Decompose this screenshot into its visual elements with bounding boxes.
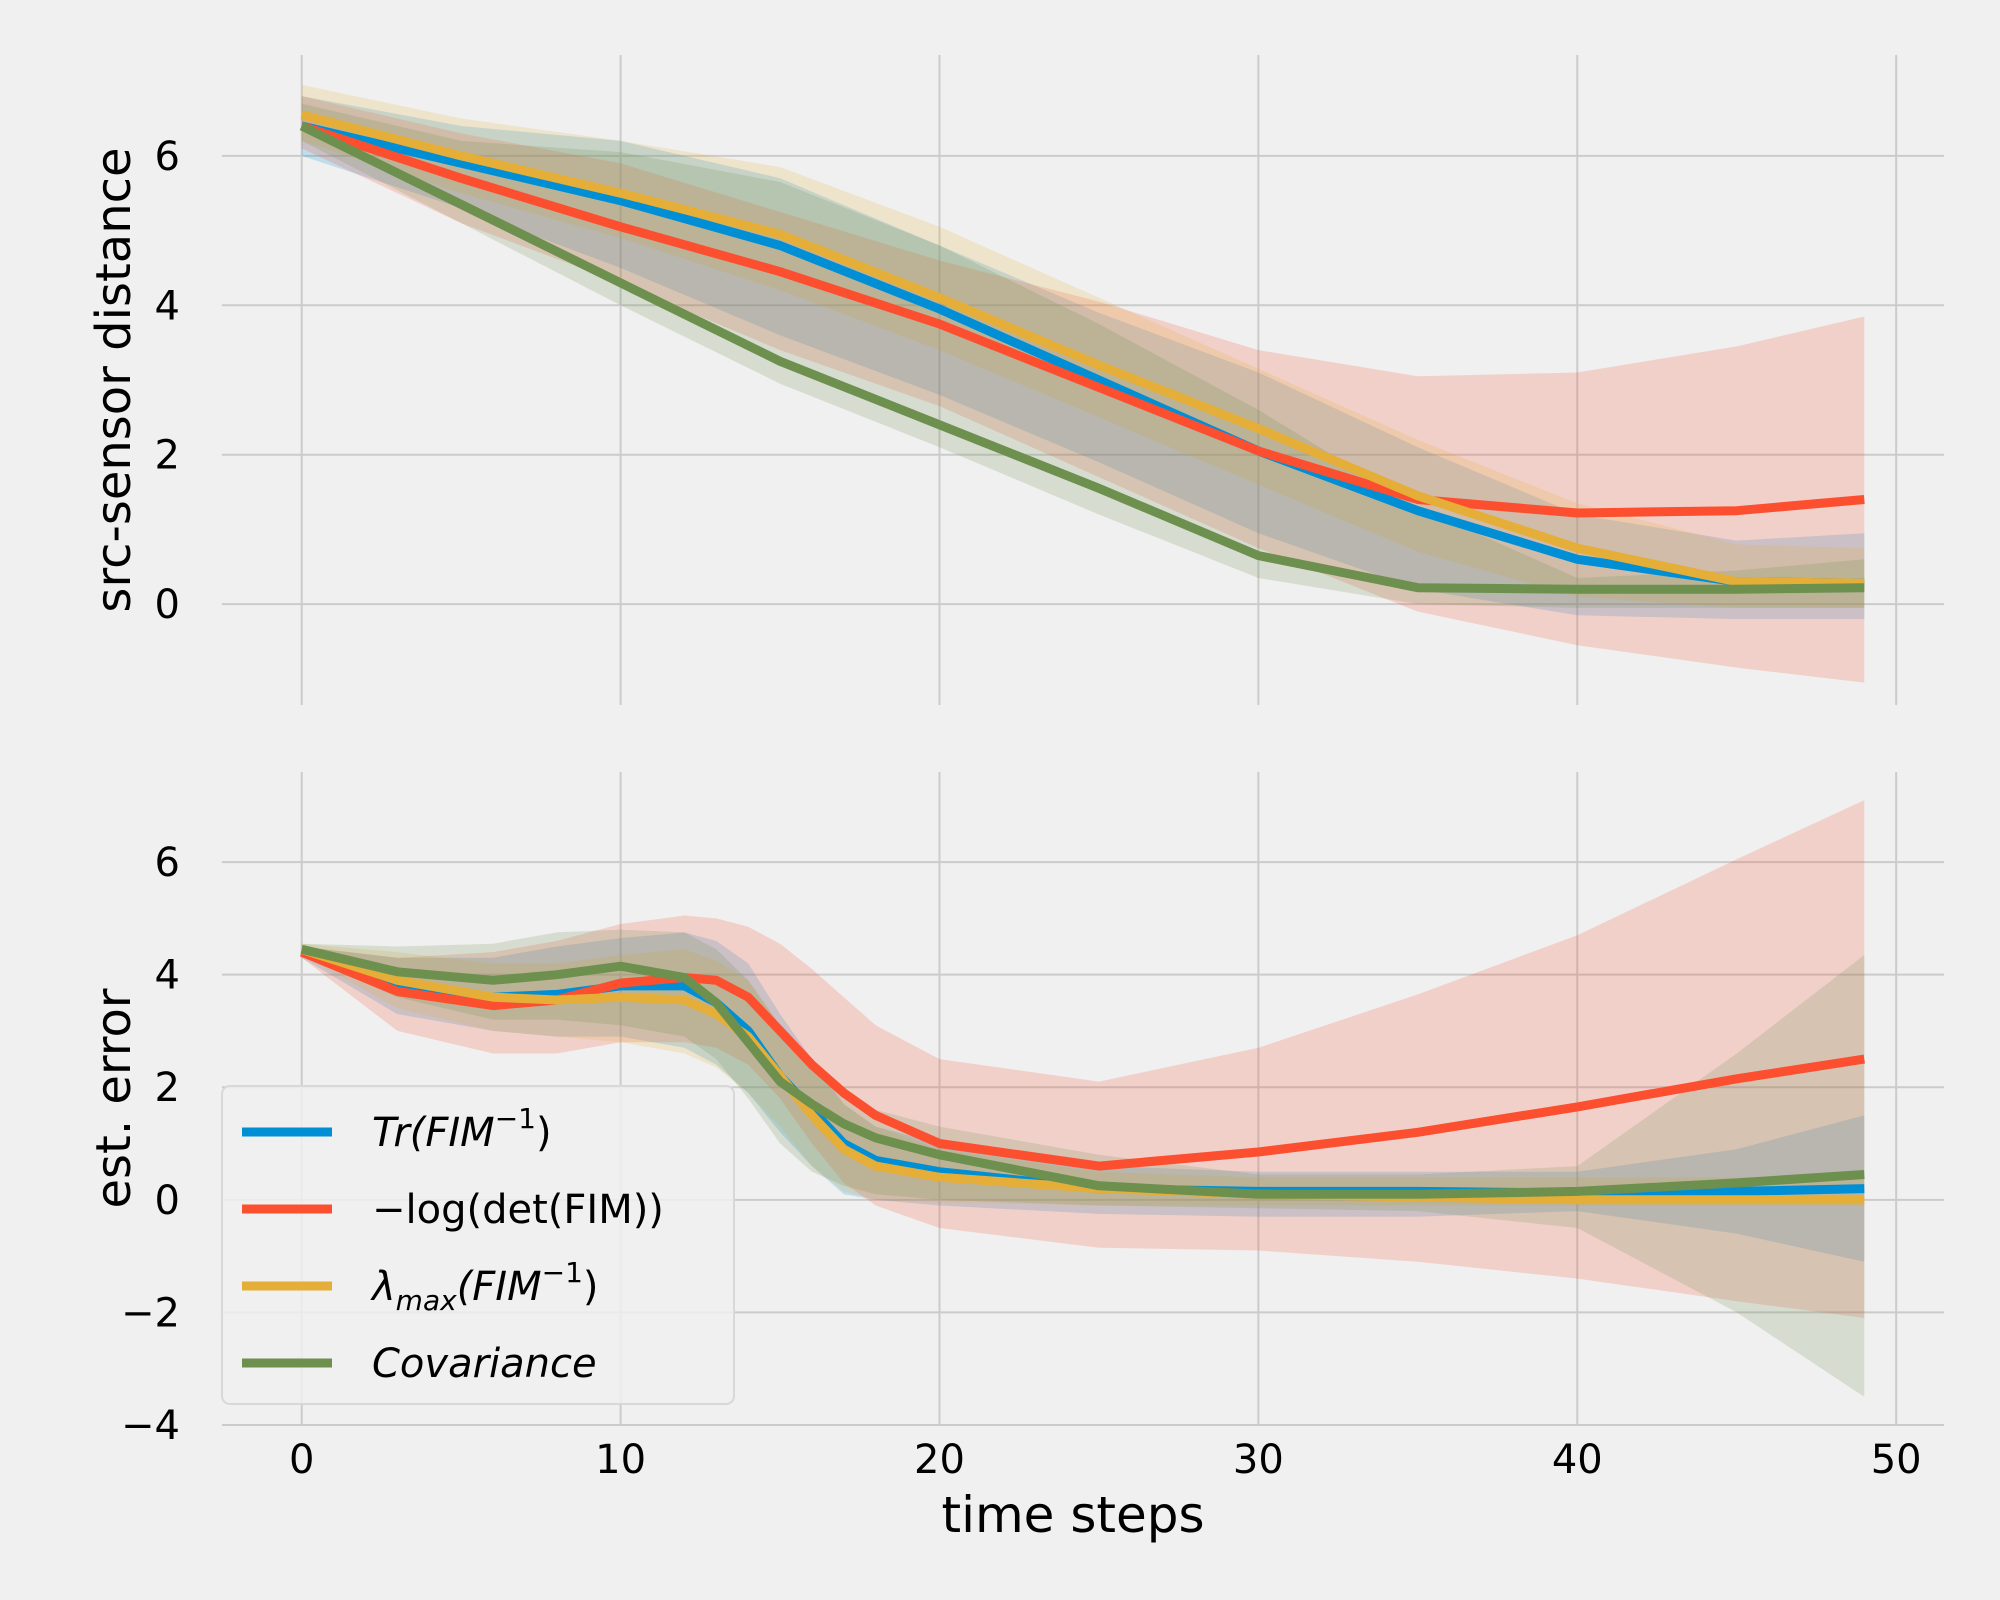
bottom-panel: −4 −2 0 2 4 6 0 10 20 30 40 50 est. error — [86, 772, 1944, 1483]
x-tick-label: 10 — [595, 1437, 646, 1483]
top-panel: 0 2 4 6 src-sensor distance — [86, 55, 1944, 705]
legend: Tr(FIM−1) −log(det(FIM)) λmax(FIM−1) Covari… — [221, 1085, 735, 1405]
lmax-mean-line — [300, 110, 1865, 588]
x-tick-label: 40 — [1552, 1437, 1603, 1483]
cov-mean-line — [300, 944, 1865, 1199]
y-tick-label: 2 — [155, 433, 180, 479]
y-tick-label: −4 — [121, 1403, 180, 1449]
y-tick-label: 4 — [155, 953, 180, 999]
y-tick-label: 6 — [155, 134, 180, 180]
logdet-mean-line — [300, 121, 1865, 518]
x-tick-label: 0 — [289, 1437, 314, 1483]
y-tick-label: −2 — [121, 1290, 180, 1336]
y-tick-label: 4 — [155, 283, 180, 329]
tr-legend-label: Tr(FIM−1) — [372, 1102, 552, 1156]
y-tick-label: 2 — [155, 1065, 180, 1111]
lmax-legend-label: λmax(FIM−1) — [370, 1256, 599, 1317]
tr-confidence-band — [301, 932, 1865, 1262]
y-axis-label: src-sensor distance — [86, 147, 142, 612]
logdet-legend-label: −log(det(FIM)) — [372, 1187, 664, 1233]
legend-box — [221, 1085, 735, 1405]
tr-mean-line — [300, 121, 1865, 588]
x-tick-label: 30 — [1233, 1437, 1284, 1483]
y-tick-label: 0 — [155, 1178, 180, 1224]
y-tick-label: 6 — [155, 840, 180, 886]
x-axis-label: time steps — [941, 1486, 1204, 1544]
x-tick-label: 20 — [914, 1437, 965, 1483]
x-tick-label: 50 — [1871, 1437, 1922, 1483]
y-axis-label: est. error — [86, 988, 142, 1208]
lmax-confidence-band — [301, 943, 1865, 1206]
y-tick-label: 0 — [155, 582, 180, 628]
cov-legend-label: Covariance — [372, 1341, 597, 1387]
cov-mean-line — [299, 121, 1865, 594]
